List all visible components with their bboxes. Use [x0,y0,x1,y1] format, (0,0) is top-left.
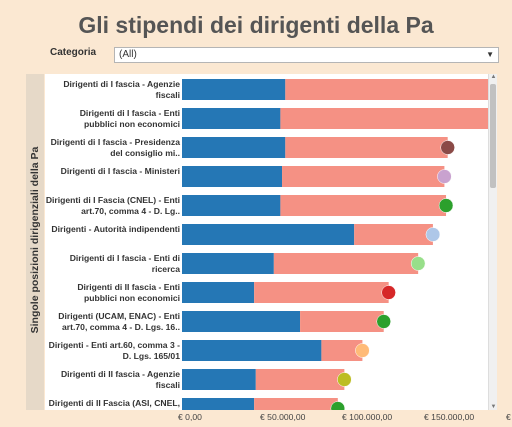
bar-base-segment[interactable] [182,195,281,216]
total-marker[interactable] [410,256,426,271]
row-label: Dirigenti di II fascia - Agenzie fiscali [60,368,180,390]
bar-extra-segment[interactable] [285,137,448,158]
bar-base-segment[interactable] [182,166,283,187]
row-label: Dirigenti - Enti art.60, comma 3 - D. Lg… [48,339,180,361]
scroll-down-arrow-icon[interactable]: ▼ [490,404,497,410]
total-marker[interactable] [381,285,396,300]
vertical-scrollbar[interactable]: ▲ ▼ [488,74,497,410]
x-tick-label: € 200.000,00 [506,412,512,422]
bar-base-segment[interactable] [182,253,274,274]
bar-extra-segment[interactable] [273,253,419,274]
bar-base-segment[interactable] [182,311,301,332]
y-axis-title: Singole posizioni dirigenziali della Pa [29,146,41,334]
row-label: Dirigenti di I Fascia (CNEL) - Enti art.… [45,194,180,216]
x-axis: € 0,00 € 50.000,00 € 100.000,00 € 150.000,0… [178,412,512,422]
bar-extra-segment[interactable] [282,166,445,187]
bar-extra-segment[interactable] [354,224,433,245]
total-marker[interactable] [330,401,346,411]
bar-base-segment[interactable] [182,398,255,410]
row-label: Dirigenti di II Fascia (ASI, CNEL, DIGIT… [48,397,180,411]
y-axis-title-strip: Singole posizioni dirigenziali della Pa [26,74,44,410]
row-label: Dirigenti di I fascia - Enti pubblici no… [79,107,180,129]
total-marker[interactable] [440,140,455,155]
total-marker[interactable] [425,227,441,242]
bar-base-segment[interactable] [182,137,286,158]
row-label: Dirigenti di I fascia - Presidenza del c… [50,136,180,158]
bar-base-segment[interactable] [182,108,281,129]
bar-base-segment[interactable] [182,282,255,303]
chevron-down-icon[interactable]: ▼ [486,50,494,59]
row-label: Dirigenti di I fascia - Enti di ricerca [69,252,180,274]
bar-extra-segment[interactable] [321,340,363,361]
bar-extra-segment[interactable] [285,79,488,100]
total-marker[interactable] [355,343,370,358]
row-label: Dirigenti di I fascia - Ministeri [60,165,180,176]
bar-extra-segment[interactable] [254,282,389,303]
filter-value: (All) [119,49,137,60]
bar-chart-svg [182,79,488,411]
bar-extra-segment[interactable] [280,195,447,216]
bar-extra-segment[interactable] [300,311,384,332]
chart-title: Gli stipendi dei dirigenti della Pa [78,12,434,38]
total-marker[interactable] [337,372,352,387]
total-marker[interactable] [437,169,452,184]
x-tick-label: € 150.000,00 [424,412,474,422]
bar-extra-segment[interactable] [280,108,488,129]
bar-base-segment[interactable] [182,340,322,361]
row-label: Dirigenti (UCAM, ENAC) - Enti art.70, co… [58,310,180,332]
x-tick-label: € 50.000,00 [260,412,306,422]
category-filter-select[interactable]: (All) ▼ [114,47,499,63]
scroll-up-arrow-icon[interactable]: ▲ [490,74,497,80]
total-marker[interactable] [438,198,454,213]
bar-base-segment[interactable] [182,79,286,100]
total-marker[interactable] [376,314,391,329]
row-label: Dirigenti - Autorità indipendenti [51,223,180,234]
bar-extra-segment[interactable] [255,369,345,390]
x-tick-label: € 100.000,00 [342,412,392,422]
bar-base-segment[interactable] [182,224,355,245]
bar-base-segment[interactable] [182,369,256,390]
bar-extra-segment[interactable] [254,398,338,410]
filter-label: Categoria [50,47,97,58]
x-tick-label: € 0,00 [178,412,202,422]
row-label: Dirigenti di I fascia - Agenzie fiscali [63,78,180,100]
row-label: Dirigenti di II fascia - Enti pubblici n… [77,281,180,303]
scrollbar-thumb[interactable] [490,84,496,188]
plot-area: Dirigenti di I fascia - Agenzie fiscali D… [45,74,488,410]
